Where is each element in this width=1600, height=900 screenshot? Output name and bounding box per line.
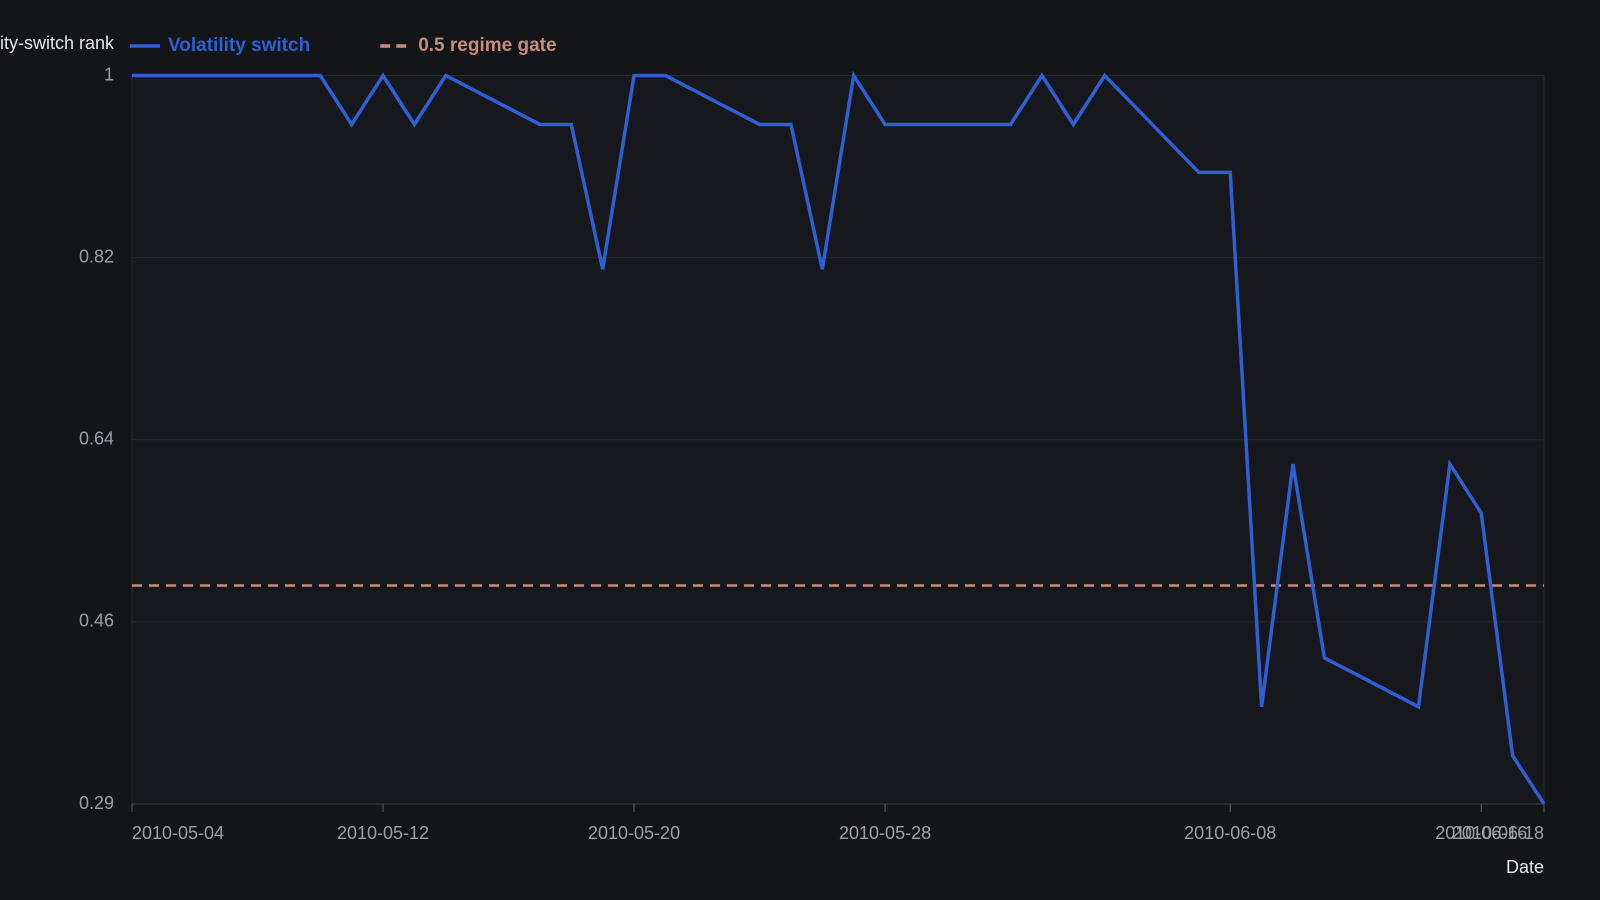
x-tick-label: 2010-06-08 bbox=[1184, 823, 1276, 843]
y-tick-label: 0.64 bbox=[79, 428, 114, 448]
y-axis-label: Volatility-switch rank bbox=[0, 33, 115, 53]
y-tick-label: 0.29 bbox=[79, 793, 114, 813]
y-tick-label: 0.82 bbox=[79, 246, 114, 266]
x-tick-label: 2010-05-04 bbox=[132, 823, 224, 843]
x-tick-label: 2010-05-20 bbox=[588, 823, 680, 843]
y-tick-label: 1 bbox=[104, 64, 114, 84]
x-tick-label: 2010-05-12 bbox=[337, 823, 429, 843]
x-tick-label: 2010-06-16 bbox=[1435, 823, 1527, 843]
x-tick-label: 2010-06-18 bbox=[1452, 823, 1544, 843]
y-tick-label: 0.46 bbox=[79, 611, 114, 631]
x-axis-label: Date bbox=[1506, 857, 1544, 877]
legend-label: Volatility switch bbox=[168, 35, 310, 56]
legend-label: 0.5 regime gate bbox=[418, 35, 556, 56]
data-line bbox=[132, 70, 1546, 805]
x-tick-label: 2010-05-28 bbox=[839, 823, 931, 843]
